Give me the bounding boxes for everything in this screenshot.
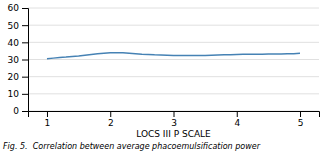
- tick-mark: [22, 25, 28, 26]
- tick-mark: [22, 77, 28, 78]
- tick-label: 4: [234, 118, 240, 128]
- tick-label: 2: [108, 118, 114, 128]
- tick-label: 5: [298, 118, 304, 128]
- tick-label: 0: [13, 106, 19, 116]
- tick-label: 20: [8, 72, 20, 82]
- grid-line: [28, 8, 319, 9]
- x-axis-label: LOCS III P SCALE: [136, 129, 211, 139]
- line: [47, 53, 300, 59]
- grid-line: [28, 93, 319, 94]
- tick-mark: [300, 111, 301, 117]
- tick: 10: [8, 89, 28, 99]
- axis-line: [22, 9, 29, 112]
- tick-label: 1: [45, 118, 51, 128]
- tick-mark: [110, 111, 111, 117]
- chart: 123450102030405060LOCS III P SCALEFig. 5…: [0, 0, 329, 153]
- y-axis: 0 10 20 30 40 50 60: [8, 3, 29, 116]
- tick: 1: [45, 111, 51, 128]
- grid: [28, 8, 319, 111]
- tick-mark: [237, 111, 238, 117]
- tick-mark: [47, 111, 48, 117]
- tick: 40: [8, 38, 28, 48]
- tick: 0: [13, 106, 28, 116]
- tick: 5: [298, 111, 304, 128]
- tick: 20: [8, 72, 28, 82]
- grid-line: [28, 42, 319, 43]
- tick-label: 3: [171, 118, 177, 128]
- x-axis: 1 2 3 4 5: [29, 111, 320, 128]
- tick: 4: [234, 111, 240, 128]
- tick-label: 10: [8, 89, 20, 99]
- plot-area: 123450102030405060: [8, 3, 320, 128]
- axis-line: [29, 112, 320, 118]
- tick-mark: [22, 8, 28, 9]
- tick: 30: [8, 55, 28, 65]
- tick-mark: [22, 111, 28, 112]
- tick: 60: [8, 3, 28, 13]
- tick: 3: [171, 111, 177, 128]
- tick: 2: [108, 111, 114, 128]
- tick-mark: [22, 60, 28, 61]
- tick-label: 50: [8, 21, 20, 31]
- tick: 50: [8, 21, 28, 31]
- caption: Fig. 5. Correlation between average phac…: [3, 142, 261, 151]
- tick-label: 60: [8, 3, 20, 13]
- tick-label: 30: [8, 55, 20, 65]
- marks: [47, 53, 300, 59]
- tick-label: 40: [8, 38, 20, 48]
- tick-mark: [174, 111, 175, 117]
- tick-mark: [22, 42, 28, 43]
- grid-line: [28, 76, 319, 77]
- grid-line: [28, 59, 319, 60]
- grid-line: [28, 25, 319, 26]
- tick-mark: [22, 94, 28, 95]
